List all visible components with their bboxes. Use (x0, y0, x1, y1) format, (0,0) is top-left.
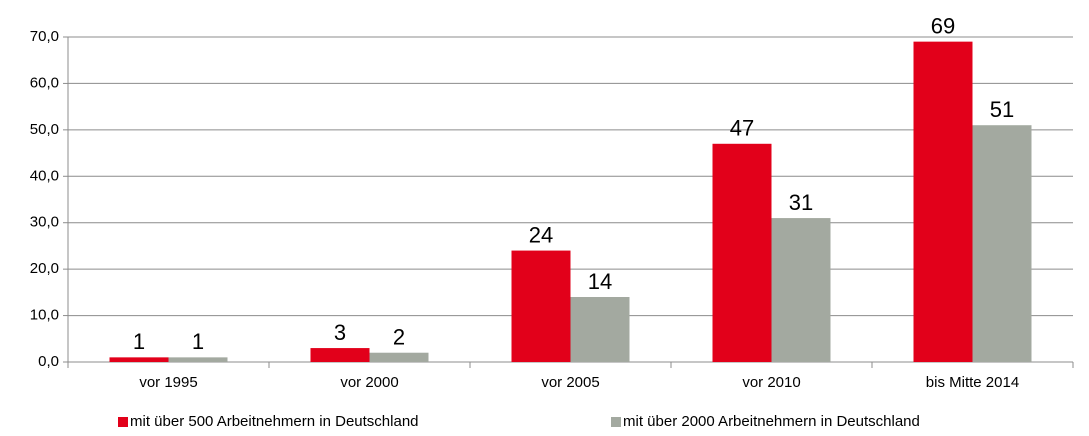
y-tick-label: 50,0 (30, 121, 59, 138)
legend-label: mit über 500 Arbeitnehmern in Deutschlan… (130, 413, 419, 430)
bar (712, 143, 772, 362)
data-label: 69 (931, 13, 955, 38)
data-label: 51 (990, 97, 1014, 122)
data-label: 1 (133, 329, 145, 354)
legend-swatch (611, 417, 621, 427)
bar (511, 250, 571, 362)
bar (913, 41, 973, 363)
data-label: 31 (789, 190, 813, 215)
x-tick-label: vor 2000 (340, 374, 398, 391)
data-label: 24 (529, 222, 553, 247)
y-tick-label: 60,0 (30, 74, 59, 91)
bar (771, 218, 831, 362)
bar (168, 357, 228, 362)
bar (570, 297, 630, 362)
bar (310, 348, 370, 362)
x-tick-label: vor 1995 (139, 374, 197, 391)
data-label: 47 (730, 116, 754, 141)
bar (109, 357, 169, 362)
data-label: 3 (334, 320, 346, 345)
y-tick-label: 0,0 (38, 353, 59, 370)
bar (972, 125, 1032, 362)
x-tick-label: bis Mitte 2014 (926, 374, 1019, 391)
y-tick-label: 40,0 (30, 167, 59, 184)
y-tick-label: 20,0 (30, 260, 59, 277)
y-tick-label: 10,0 (30, 307, 59, 324)
legend-swatch (118, 417, 128, 427)
legend-label: mit über 2000 Arbeitnehmern in Deutschla… (623, 413, 920, 430)
data-label: 14 (588, 269, 612, 294)
x-tick-label: vor 2005 (541, 374, 599, 391)
y-tick-label: 30,0 (30, 214, 59, 231)
y-tick-label: 70,0 (30, 28, 59, 45)
x-tick-label: vor 2010 (742, 374, 800, 391)
data-label: 2 (393, 325, 405, 350)
bar (369, 352, 429, 362)
data-label: 1 (192, 329, 204, 354)
